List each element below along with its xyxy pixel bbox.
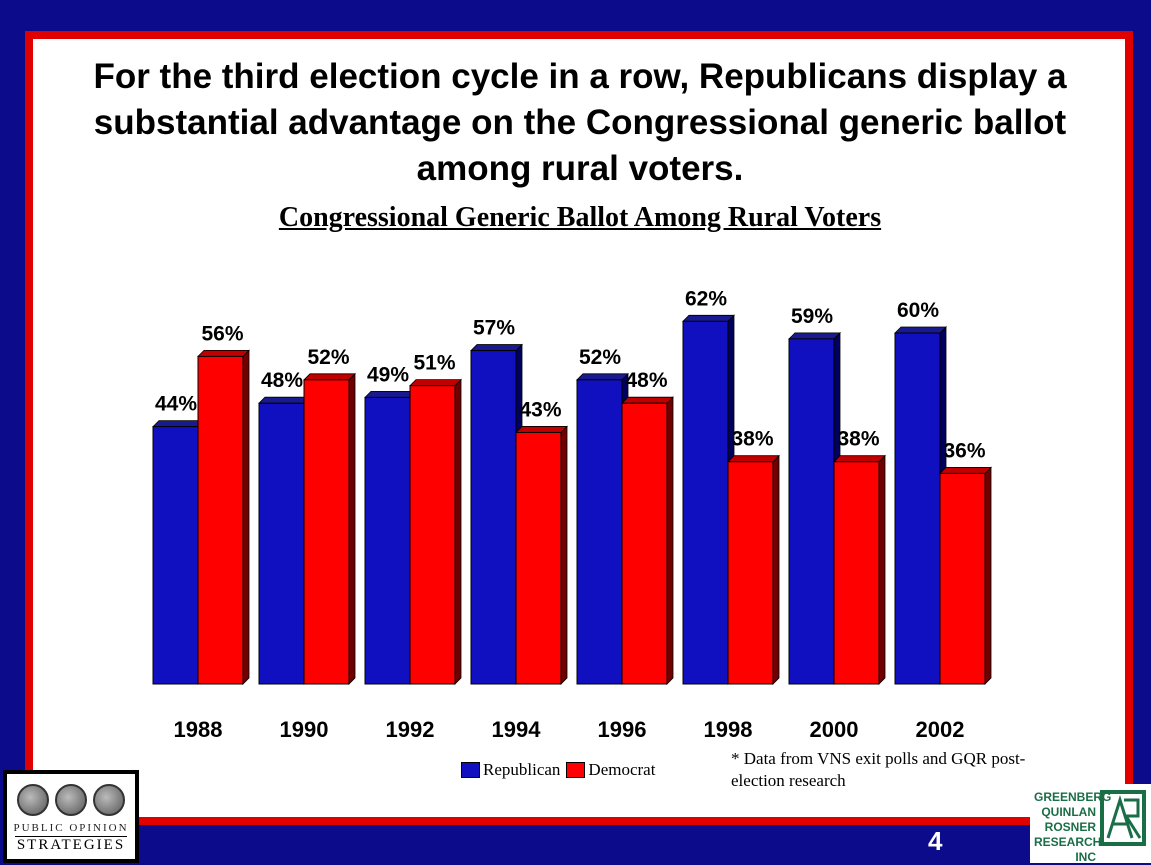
bar-democrat-1990 — [303, 379, 350, 685]
bar-top-republican-1994 — [470, 344, 523, 351]
bar-democrat-1992 — [409, 385, 456, 685]
bar-top-republican-1988 — [152, 420, 205, 428]
x-tick-label-1988: 1988 — [174, 717, 223, 742]
logo-left-line2: STRATEGIES — [15, 836, 127, 853]
data-label-democrat-1988: 56% — [201, 322, 243, 345]
bar-side-democrat-1992 — [454, 378, 462, 685]
x-tick-label-1998: 1998 — [704, 717, 753, 742]
data-label-democrat-2002: 36% — [943, 439, 985, 462]
bar-top-democrat-1988 — [197, 349, 250, 357]
bar-republican-1996 — [576, 379, 623, 685]
data-label-republican-2002: 60% — [897, 299, 939, 322]
bar-democrat-2000 — [833, 461, 880, 685]
logo-circle-icon — [93, 784, 125, 816]
legend-swatch-republican — [461, 762, 480, 778]
bar-top-republican-1990 — [258, 396, 311, 404]
bar-side-democrat-1990 — [348, 372, 356, 685]
legend-label-republican: Republican — [483, 760, 561, 779]
data-label-republican-2000: 59% — [791, 305, 833, 328]
bar-top-republican-2000 — [788, 332, 841, 340]
x-tick-label-1990: 1990 — [280, 717, 329, 742]
x-tick-label-1994: 1994 — [492, 717, 542, 742]
legend-item-democrat: Democrat — [566, 760, 655, 780]
data-label-democrat-1998: 38% — [731, 428, 773, 451]
data-label-democrat-1996: 48% — [625, 369, 667, 392]
data-label-democrat-2000: 38% — [837, 428, 879, 451]
footnote: * Data from VNS exit polls and GQR post-… — [731, 749, 1026, 790]
bar-top-democrat-1998 — [727, 455, 780, 463]
bar-top-democrat-1992 — [409, 379, 462, 387]
bar-top-democrat-1994 — [515, 426, 568, 433]
gqr-logo: GREENBERG QUINLAN ROSNER RESEARCH INC — [1030, 784, 1151, 865]
data-label-republican-1998: 62% — [685, 287, 727, 310]
bar-top-democrat-2000 — [833, 455, 886, 463]
gqr-logo-text: GREENBERG QUINLAN ROSNER RESEARCH INC — [1034, 790, 1112, 865]
bar-top-republican-1996 — [576, 373, 629, 381]
bar-top-democrat-1990 — [303, 373, 356, 381]
bar-democrat-2002 — [939, 472, 986, 685]
bar-republican-1992 — [364, 396, 411, 685]
gqr-emblem-icon — [1100, 790, 1146, 846]
x-tick-label-1996: 1996 — [598, 717, 647, 742]
bottom-band — [0, 825, 1151, 863]
bar-side-democrat-1988 — [242, 349, 250, 685]
chart-title: Congressional Generic Ballot Among Rural… — [278, 202, 882, 233]
logo-circle-icon — [55, 784, 87, 816]
data-label-republican-1990: 48% — [261, 369, 303, 392]
bar-republican-2000 — [788, 338, 835, 685]
data-label-republican-1996: 52% — [579, 346, 621, 369]
gqr-line: GREENBERG — [1034, 790, 1112, 804]
legend-item-republican: Republican — [461, 760, 560, 780]
bar-side-democrat-2002 — [984, 466, 992, 685]
bar-top-democrat-1996 — [621, 396, 674, 404]
bar-side-democrat-2000 — [878, 454, 886, 685]
bar-top-democrat-2002 — [939, 466, 992, 474]
logo-circle-icon — [17, 784, 49, 816]
gqr-line: ROSNER — [1044, 820, 1096, 834]
bar-top-republican-1992 — [364, 390, 417, 398]
page-number: 4 — [928, 826, 943, 856]
bar-top-republican-2002 — [894, 326, 947, 334]
bar-republican-1994 — [470, 350, 517, 685]
bar-side-democrat-1996 — [666, 396, 674, 685]
bar-republican-1990 — [258, 402, 305, 685]
bar-side-democrat-1998 — [772, 454, 780, 685]
bar-democrat-1998 — [727, 461, 774, 685]
legend-label-democrat: Democrat — [588, 760, 656, 779]
bar-side-democrat-1994 — [560, 425, 568, 685]
logo-left-line1: PUBLIC OPINION — [13, 822, 129, 834]
data-label-republican-1992: 49% — [367, 363, 409, 386]
x-tick-label-2000: 2000 — [810, 717, 859, 742]
x-tick-label-1992: 1992 — [386, 717, 435, 742]
bar-top-republican-1998 — [682, 314, 735, 322]
gqr-line: RESEARCH INC — [1034, 835, 1102, 864]
data-label-republican-1994: 57% — [473, 317, 515, 340]
bar-democrat-1996 — [621, 402, 668, 685]
bar-democrat-1994 — [515, 431, 562, 685]
data-label-democrat-1990: 52% — [307, 346, 349, 369]
x-tick-label-2002: 2002 — [916, 717, 965, 742]
slide-headline: For the third election cycle in a row, R… — [93, 57, 1067, 188]
gqr-line: QUINLAN — [1041, 805, 1096, 819]
legend-swatch-democrat — [566, 762, 586, 778]
bar-republican-1988 — [152, 426, 199, 685]
public-opinion-strategies-logo: PUBLIC OPINION STRATEGIES — [3, 770, 139, 863]
bar-republican-1998 — [682, 320, 729, 685]
data-label-democrat-1992: 51% — [413, 352, 455, 375]
data-label-democrat-1994: 43% — [519, 398, 561, 421]
bar-republican-2002 — [894, 332, 941, 685]
bar-democrat-1988 — [197, 355, 244, 685]
chart-legend: Republican Democrat — [461, 760, 661, 780]
data-label-republican-1988: 44% — [155, 393, 197, 416]
